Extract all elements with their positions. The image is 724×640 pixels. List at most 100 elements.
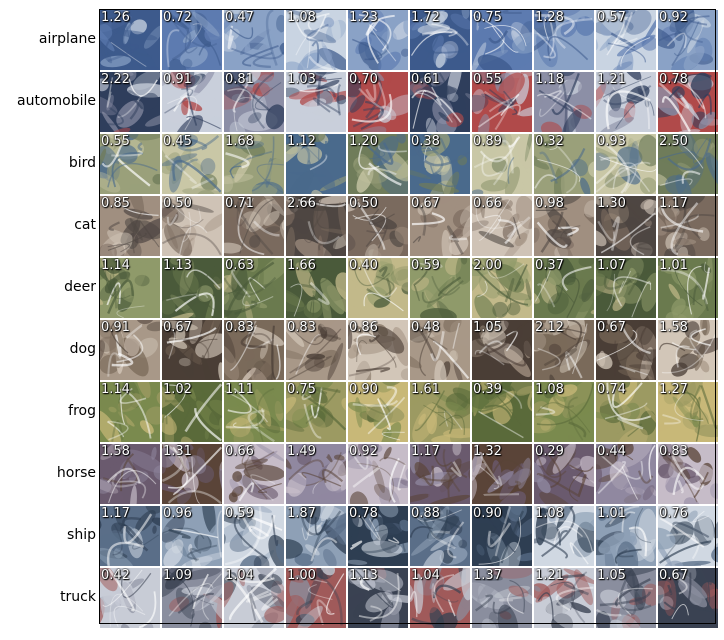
- visualization-image: [286, 568, 346, 628]
- visualization-image: [596, 444, 656, 504]
- cell-value-label: 0.38: [411, 134, 440, 149]
- grid-cell: 1.23: [348, 10, 408, 70]
- cell-value-label: 0.40: [349, 258, 378, 273]
- cell-value-label: 1.17: [659, 196, 688, 211]
- cell-value-label: 1.12: [287, 134, 316, 149]
- cell-value-label: 1.14: [101, 382, 130, 397]
- cell-value-label: 1.37: [473, 568, 502, 583]
- grid-cell: 0.81: [224, 72, 284, 132]
- cell-value-label: 0.75: [287, 382, 316, 397]
- grid-cell: 0.83: [658, 444, 718, 504]
- visualization-image: [100, 568, 160, 628]
- grid-cell: 1.21: [534, 568, 594, 628]
- cell-value-label: 2.50: [659, 134, 688, 149]
- visualization-image: [658, 444, 718, 504]
- cell-value-label: 1.11: [225, 382, 254, 397]
- visualization-image: [472, 568, 532, 628]
- cell-value-label: 0.83: [659, 444, 688, 459]
- cell-value-label: 0.72: [163, 10, 192, 25]
- visualization-image: [534, 72, 594, 132]
- cell-value-label: 1.27: [659, 382, 688, 397]
- cell-value-label: 0.93: [597, 134, 626, 149]
- visualization-image: [348, 382, 408, 442]
- row-label-dog: dog: [69, 341, 96, 357]
- visualization-image: [162, 72, 222, 132]
- grid-cell: 2.66: [286, 196, 346, 256]
- visualization-image: [224, 72, 284, 132]
- cell-value-label: 1.32: [473, 444, 502, 459]
- visualization-image: [348, 196, 408, 256]
- cell-value-label: 0.48: [411, 320, 440, 335]
- grid-cell: 0.98: [534, 196, 594, 256]
- visualization-image: [348, 444, 408, 504]
- cell-value-label: 0.50: [349, 196, 378, 211]
- grid-cell: 0.57: [596, 10, 656, 70]
- visualization-image: [596, 196, 656, 256]
- visualization-image: [534, 382, 594, 442]
- visualization-image: [348, 568, 408, 628]
- cell-value-label: 1.13: [163, 258, 192, 273]
- grid-cell: 1.31: [162, 444, 222, 504]
- visualization-image: [596, 258, 656, 318]
- visualization-image: [286, 134, 346, 194]
- cell-value-label: 0.88: [411, 506, 440, 521]
- cell-value-label: 0.67: [411, 196, 440, 211]
- visualization-image: [162, 196, 222, 256]
- grid-cell: 0.89: [472, 134, 532, 194]
- cell-value-label: 1.05: [597, 568, 626, 583]
- cell-value-label: 0.76: [659, 506, 688, 521]
- grid-cell: 0.67: [658, 568, 718, 628]
- cell-value-label: 0.55: [101, 134, 130, 149]
- grid-cell: 0.55: [100, 134, 160, 194]
- grid-cell: 0.37: [534, 258, 594, 318]
- grid-cell: 0.39: [472, 382, 532, 442]
- visualization-image: [596, 568, 656, 628]
- cell-value-label: 2.22: [101, 72, 130, 87]
- cell-value-label: 0.70: [349, 72, 378, 87]
- visualization-image: [100, 444, 160, 504]
- grid-cell: 1.09: [162, 568, 222, 628]
- grid-cell: 0.91: [162, 72, 222, 132]
- visualization-image: [410, 258, 470, 318]
- grid-cell: 0.78: [658, 72, 718, 132]
- visualization-image: [348, 72, 408, 132]
- cell-value-label: 0.37: [535, 258, 564, 273]
- cell-value-label: 0.83: [225, 320, 254, 335]
- visualization-image: [410, 134, 470, 194]
- cell-value-label: 1.03: [287, 72, 316, 87]
- cell-value-label: 0.78: [349, 506, 378, 521]
- cell-value-label: 0.44: [597, 444, 626, 459]
- visualization-image: [162, 10, 222, 70]
- grid-cell: 1.26: [100, 10, 160, 70]
- visualization-image: [534, 320, 594, 380]
- cell-value-label: 0.67: [659, 568, 688, 583]
- grid-cell: 1.01: [658, 258, 718, 318]
- grid-cell: 0.38: [410, 134, 470, 194]
- cell-value-label: 1.23: [349, 10, 378, 25]
- grid-cell: 1.17: [100, 506, 160, 566]
- grid-cell: 0.83: [224, 320, 284, 380]
- cell-value-label: 0.32: [535, 134, 564, 149]
- visualization-image: [658, 382, 718, 442]
- visualization-image: [658, 196, 718, 256]
- visualization-image: [472, 72, 532, 132]
- grid-cell: 2.22: [100, 72, 160, 132]
- grid-cell: 0.83: [286, 320, 346, 380]
- grid-cell: 0.29: [534, 444, 594, 504]
- grid-cell: 0.92: [348, 444, 408, 504]
- row-label-ship: ship: [67, 527, 96, 543]
- grid-cell: 1.87: [286, 506, 346, 566]
- cell-value-label: 0.98: [535, 196, 564, 211]
- grid-cell: 0.45: [162, 134, 222, 194]
- cell-value-label: 0.92: [349, 444, 378, 459]
- cell-value-label: 0.96: [163, 506, 192, 521]
- visualization-image: [224, 196, 284, 256]
- grid-cell: 1.58: [658, 320, 718, 380]
- visualization-image: [472, 134, 532, 194]
- grid-cell: 0.96: [162, 506, 222, 566]
- grid-cell: 1.08: [534, 506, 594, 566]
- cell-value-label: 0.45: [163, 134, 192, 149]
- grid-cell: 0.55: [472, 72, 532, 132]
- grid-cell: 0.78: [348, 506, 408, 566]
